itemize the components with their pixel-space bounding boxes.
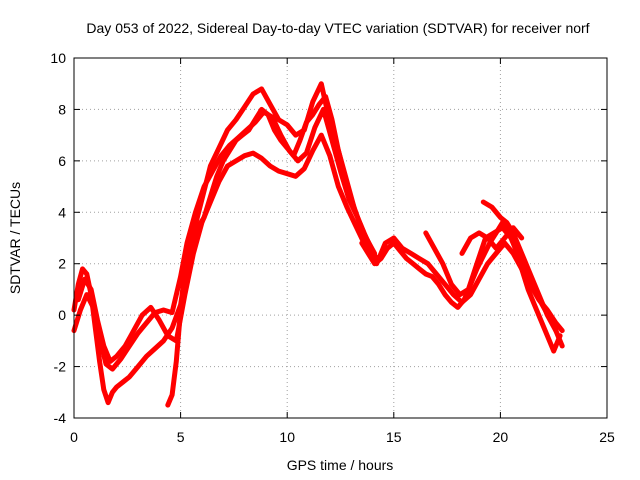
- chart-title: Day 053 of 2022, Sidereal Day-to-day VTE…: [86, 20, 589, 36]
- x-tick-label: 10: [279, 429, 295, 445]
- series-track-3: [75, 132, 375, 364]
- y-tick-label: -4: [54, 410, 67, 426]
- data-series: [71, 81, 565, 408]
- y-tick-label: 2: [58, 256, 66, 272]
- axis-ticks: [73, 57, 608, 419]
- x-tick-label: 0: [70, 429, 78, 445]
- series-track-2: [71, 106, 378, 372]
- series-track-4: [165, 94, 380, 408]
- x-tick-label: 25: [599, 429, 615, 445]
- series-track-1: [71, 81, 375, 406]
- x-tick-label: 15: [386, 429, 402, 445]
- x-tick-labels: 0 5 10 15 20 25: [70, 429, 615, 445]
- y-tick-label: 8: [58, 101, 66, 117]
- plot-frame: [73, 57, 608, 419]
- x-tick-label: 20: [493, 429, 509, 445]
- y-tick-label: 6: [58, 153, 66, 169]
- y-tick-label: -2: [54, 359, 67, 375]
- y-tick-labels: -4 -2 0 2 4 6 8 10: [50, 50, 66, 426]
- y-tick-label: 10: [50, 50, 66, 66]
- x-tick-label: 5: [177, 429, 185, 445]
- series-track-9: [480, 199, 559, 334]
- y-tick-label: 4: [58, 204, 66, 220]
- x-axis-label: GPS time / hours: [287, 457, 394, 473]
- y-tick-label: 0: [58, 307, 66, 323]
- y-axis-label: SDTVAR / TECUs: [7, 182, 23, 294]
- grid: [74, 58, 607, 418]
